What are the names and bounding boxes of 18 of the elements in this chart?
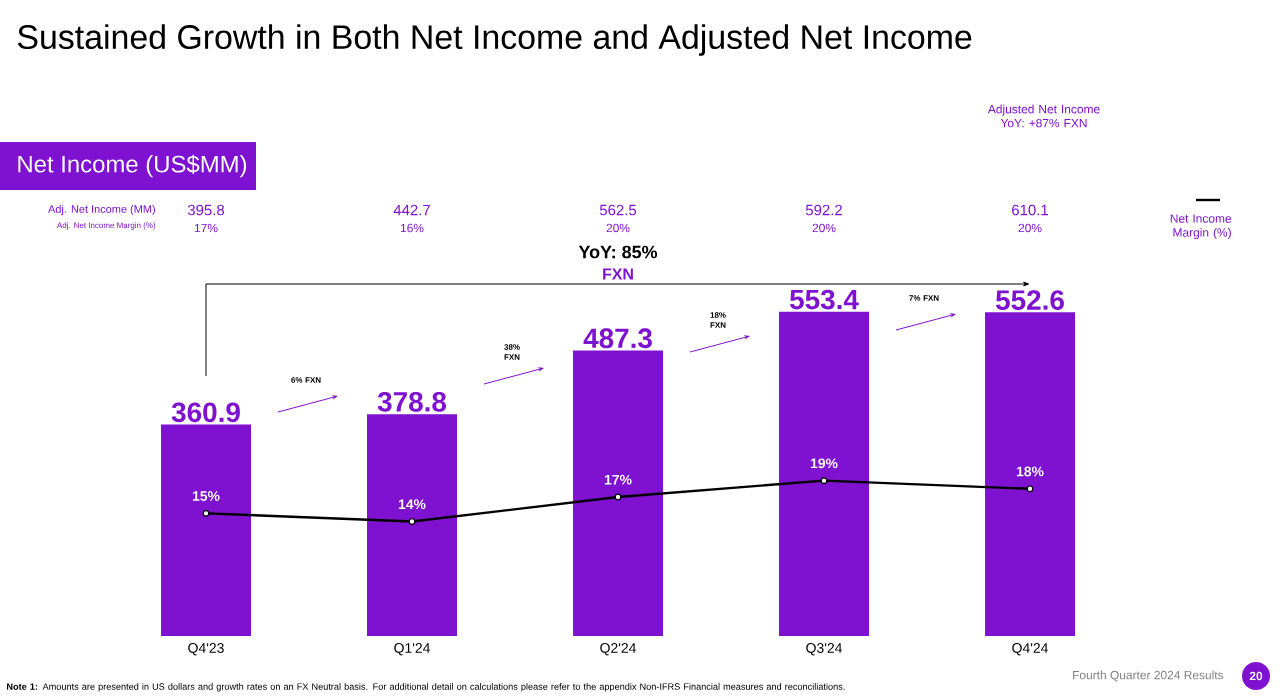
point [820,477,828,485]
data-label: 552.6 [995,290,1064,310]
bar [779,311,870,636]
data-label: 378.8 [377,391,447,412]
chart-subtitle: Net Income (US$MM) [18,154,247,178]
bar [985,312,1076,636]
text: YoY: 85% [578,245,658,259]
bar [161,424,252,636]
point [614,493,622,501]
data-label: 360.9 [171,402,240,423]
point [408,518,416,525]
point [1026,485,1034,493]
bar [573,350,664,636]
bar [367,414,458,636]
chart-title: Sustained Growth in Both Net Income and Adjusted Net Income [17,24,972,56]
data-label: 553.4 [789,289,859,310]
data-label: 487.3 [583,328,652,349]
point [202,509,210,517]
